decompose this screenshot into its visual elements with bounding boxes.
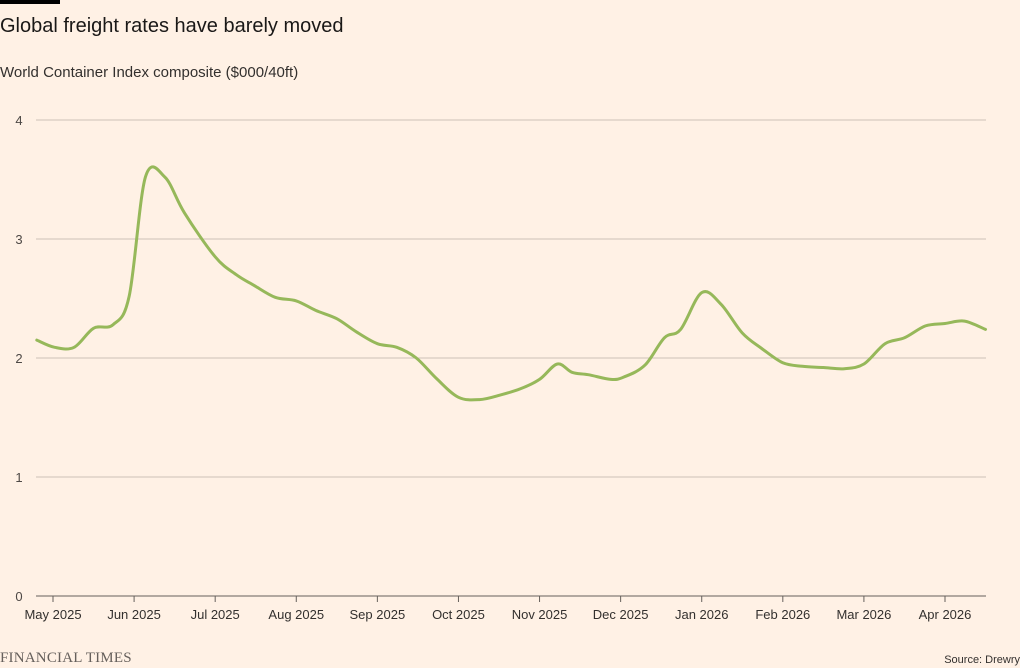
- line-chart: 0 1 2 3 4 May 2025 Jun 2025 Jul 2025 Aug 2025 Se…: [15, 113, 987, 622]
- chart-subtitle: World Container Index composite ($000/40…: [0, 64, 299, 81]
- source-note: Source: Drewry: [944, 654, 1020, 666]
- series-line-0: [35, 165, 987, 402]
- y-tick-label: 2: [15, 351, 22, 366]
- ft-logo: FINANCIAL TIMES: [0, 650, 132, 666]
- x-tick-label: Apr 2026: [919, 607, 972, 622]
- chart-title: Global freight rates have barely moved: [0, 15, 344, 37]
- series-layer: [35, 165, 987, 402]
- x-tick-label: Nov 2025: [512, 607, 568, 622]
- y-axis-labels: 0 1 2 3 4: [15, 113, 22, 604]
- grid-lines: [36, 119, 986, 597]
- y-tick-label: 1: [15, 470, 22, 485]
- y-tick-label: 4: [15, 113, 22, 128]
- x-tick-label: May 2025: [24, 607, 81, 622]
- x-tick-label: Aug 2025: [268, 607, 324, 622]
- x-tick-label: Mar 2026: [836, 607, 891, 622]
- y-tick-label: 0: [15, 589, 22, 604]
- x-tick-label: Sep 2025: [350, 607, 406, 622]
- y-tick-label: 3: [15, 232, 22, 247]
- x-tick-label: Jun 2025: [107, 607, 161, 622]
- x-tick-label: Oct 2025: [432, 607, 485, 622]
- x-tick-label: Dec 2025: [593, 607, 649, 622]
- x-axis: May 2025 Jun 2025 Jul 2025 Aug 2025 Sep 2025…: [24, 596, 971, 622]
- x-tick-label: Feb 2026: [755, 607, 810, 622]
- x-tick-label: Jul 2025: [191, 607, 240, 622]
- brand-accent-bar: [0, 0, 60, 4]
- x-tick-label: Jan 2026: [675, 607, 729, 622]
